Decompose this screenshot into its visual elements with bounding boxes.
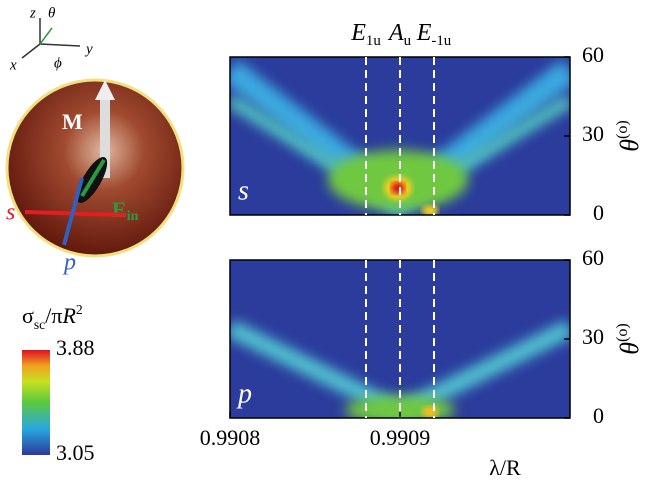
x-axis-label: λ/R [489, 455, 521, 480]
y-tick-label: 30 [582, 324, 604, 349]
theta-arc [40, 28, 52, 44]
label-part: (o) [614, 120, 631, 139]
axis-x: x [9, 57, 17, 73]
label-part: /π [45, 303, 62, 328]
heatmap-hot [391, 182, 405, 194]
axis-z: z [29, 5, 36, 21]
label-part: 2 [76, 302, 83, 317]
x-tick-label: 0.9909 [370, 425, 431, 450]
rich-label: σsc/πR2 [22, 302, 83, 332]
colorbar: 3.05 3.88 [22, 335, 95, 465]
e-main: E [112, 197, 127, 222]
colorbar-tick-label: 3.05 [56, 440, 95, 465]
e-sub: in [127, 209, 139, 224]
rich-label: θ(o) [614, 120, 644, 152]
label-part: θ [615, 342, 644, 355]
label-part: sc [34, 317, 45, 332]
label-part: -1u [431, 33, 451, 49]
label-part: (o) [614, 323, 631, 342]
label-part: A [387, 20, 404, 46]
m-label: M [62, 109, 83, 134]
rich-label: E-1u [416, 20, 452, 50]
illustration: M Ein s p z θ x ϕ y [6, 5, 183, 275]
figure: M Ein s p z θ x ϕ y 3.05 3.88 σsc/πR2 s 0 30… [0, 0, 658, 491]
heatmap-panel: p 0 30 60 0.9908 0.9909 λ/R [200, 245, 604, 480]
rich-label: Au [387, 20, 412, 50]
y-tick-label: 0 [593, 200, 604, 225]
y-tick-label: 60 [582, 245, 604, 270]
axis-theta: θ [48, 5, 56, 21]
label-part: E [350, 20, 366, 46]
heatmap-hot [422, 406, 438, 418]
label-part: θ [615, 139, 644, 152]
y-tick-label: 60 [582, 42, 604, 67]
y-tick-label: 0 [593, 403, 604, 428]
axes-glyph [22, 18, 80, 58]
rich-label: θ(o) [614, 323, 644, 355]
label-part: u [404, 33, 412, 49]
panel-label: p [236, 378, 252, 409]
colorbar-ramp [22, 350, 50, 455]
heatmap-panel: s 0 30 60 [230, 42, 604, 225]
panel-label: s [238, 175, 249, 206]
y-tick-label: 30 [582, 121, 604, 146]
label-part: R [61, 303, 76, 328]
colorbar-tick-label: 3.88 [56, 335, 95, 360]
rich-label: E1u [350, 20, 381, 50]
axis-y: y [84, 41, 93, 57]
label-part: σ [22, 303, 34, 328]
s-label: s [6, 200, 15, 226]
p-label: p [62, 250, 76, 276]
label-part: 1u [366, 33, 381, 49]
axis-phi: ϕ [54, 55, 62, 71]
y-axis [40, 44, 80, 46]
x-axis [22, 44, 40, 58]
label-part: E [416, 20, 432, 46]
x-tick-label: 0.9908 [200, 425, 261, 450]
